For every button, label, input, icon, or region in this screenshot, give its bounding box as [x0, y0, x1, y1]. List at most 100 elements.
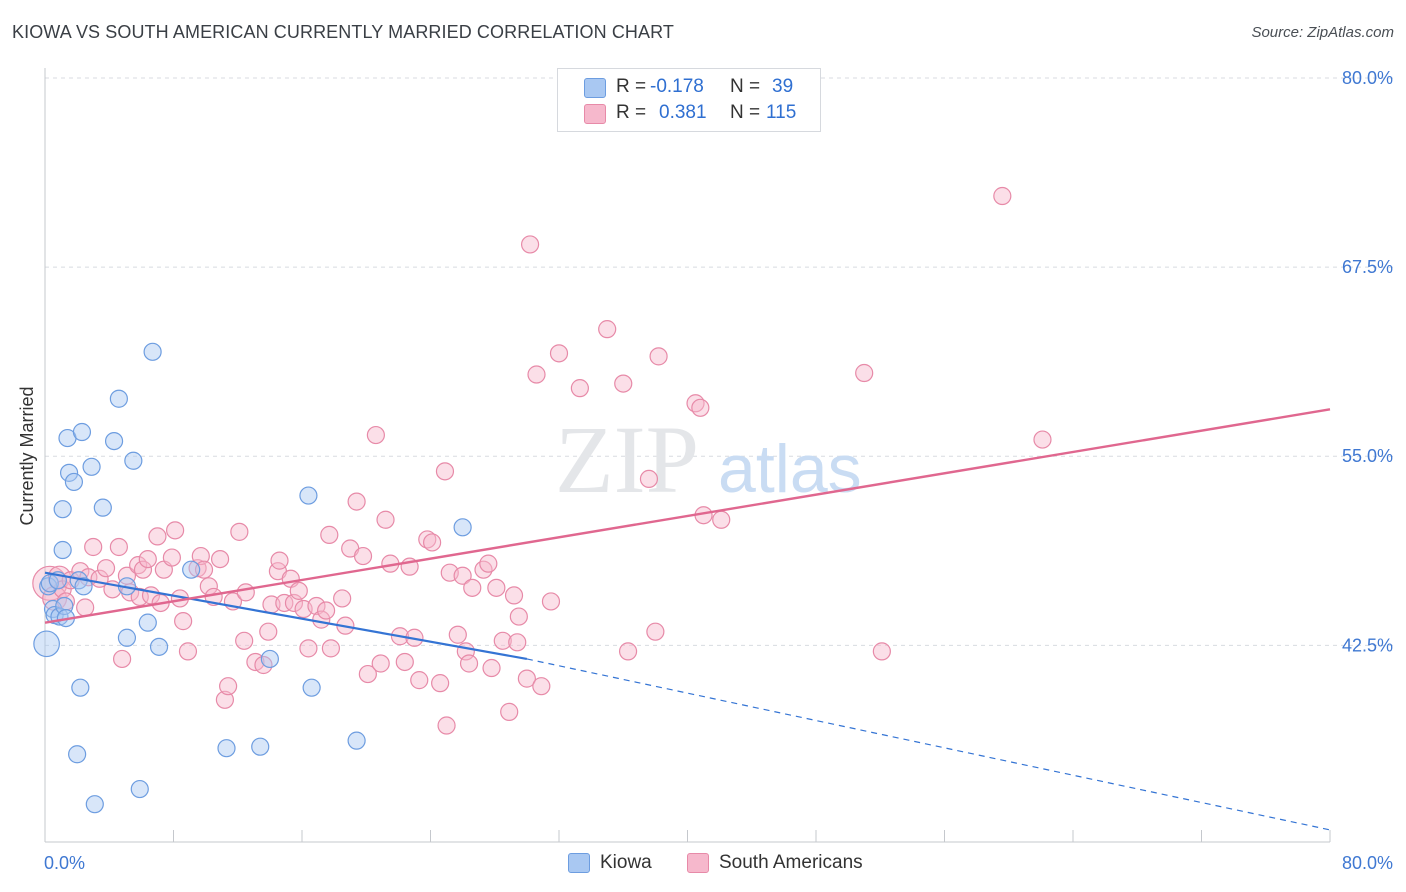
- south-americans-point-44: [259, 622, 278, 641]
- kiowa-point-20: [93, 498, 112, 517]
- south-americans-point-19: [133, 560, 153, 579]
- south-americans-point-76: [431, 674, 450, 693]
- south-americans-point-62: [347, 492, 366, 511]
- south-americans-point-113: [993, 186, 1012, 206]
- kiowa-point-28: [143, 342, 162, 361]
- south-americans-point-88: [487, 578, 506, 597]
- grid-lines: [45, 77, 1395, 646]
- south-americans-point-93: [509, 607, 528, 626]
- south-americans-point-63: [353, 546, 373, 566]
- watermark-zip: ZIP: [555, 406, 699, 513]
- south-r-value: 0.381: [659, 102, 707, 123]
- kiowa-point-37: [453, 518, 472, 537]
- south-swatch: [584, 104, 606, 124]
- south-americans-point-39: [230, 522, 249, 541]
- south-americans-point-91: [504, 586, 524, 605]
- kiowa-point-17: [74, 577, 93, 596]
- kiowa-point-13: [64, 472, 84, 492]
- south-americans-point-51: [289, 581, 308, 600]
- south-americans-point-97: [541, 592, 561, 611]
- kiowa-point-21: [104, 431, 124, 451]
- kiowa-point-35: [302, 678, 321, 697]
- south-americans-point-81: [453, 566, 472, 585]
- south-americans-point-90: [500, 702, 519, 721]
- kiowa-point-32: [251, 737, 270, 756]
- kiowa-point-24: [117, 628, 137, 647]
- south-americans-point-26: [166, 521, 185, 540]
- south-americans-point-83: [459, 654, 479, 673]
- south-americans-point-100: [598, 320, 617, 339]
- south-americans-point-67: [376, 510, 395, 529]
- south-americans-point-48: [275, 593, 294, 613]
- kiowa-point-15: [71, 678, 90, 697]
- south-americans-points: [32, 186, 1052, 735]
- kiowa-point-1: [39, 577, 58, 596]
- correlation-legend: R = -0.178 N = 39 R = 0.381 N = 115: [557, 68, 821, 132]
- south-americans-point-74: [418, 530, 437, 549]
- kiowa-n-label: N =: [730, 76, 761, 97]
- x-tick-label-min: 0.0%: [44, 853, 85, 873]
- kiowa-point-30: [182, 560, 201, 579]
- kiowa-point-0: [33, 630, 60, 658]
- kiowa-point-27: [138, 613, 157, 632]
- south-americans-point-85: [474, 560, 493, 579]
- south-legend-label: South Americans: [719, 852, 863, 873]
- south-n-label: N =: [730, 102, 761, 123]
- south-n-value: 115: [766, 102, 797, 123]
- kiowa-swatch: [584, 78, 606, 98]
- kiowa-points: [33, 342, 472, 814]
- south-americans-point-87: [482, 658, 501, 678]
- south-americans-trend-line: [44, 408, 1331, 624]
- south-americans-point-104: [646, 622, 665, 641]
- south-americans-point-41: [236, 583, 255, 602]
- south-americans-point-56: [316, 601, 336, 620]
- south-americans-point-84: [463, 578, 482, 597]
- south-americans-point-109: [712, 510, 731, 529]
- kiowa-point-22: [109, 389, 128, 408]
- south-americans-point-98: [549, 344, 569, 363]
- trend-lines: [44, 408, 1331, 831]
- south-americans-point-11: [96, 559, 116, 578]
- south-americans-point-114: [1033, 430, 1052, 449]
- south-americans-point-59: [333, 589, 352, 608]
- south-americans-point-54: [307, 596, 326, 616]
- south-americans-point-36: [215, 690, 234, 709]
- chart-title: KIOWA VS SOUTH AMERICAN CURRENTLY MARRIE…: [12, 22, 674, 42]
- south-americans-point-40: [235, 631, 254, 650]
- south-americans-point-47: [270, 551, 289, 570]
- south-americans-point-28: [174, 612, 193, 631]
- south-americans-point-110: [520, 235, 540, 254]
- kiowa-point-33: [260, 649, 279, 669]
- south-americans-point-58: [321, 639, 341, 658]
- kiowa-point-12: [53, 500, 72, 519]
- kiowa-legend-swatch: [568, 853, 590, 873]
- y-tick-label-2: 67.5%: [1342, 257, 1393, 277]
- kiowa-point-18: [82, 457, 101, 476]
- south-americans-point-94: [517, 669, 536, 688]
- south-legend-swatch: [687, 853, 709, 873]
- south-americans-point-92: [508, 633, 527, 652]
- y-tick-label-3: 80.0%: [1342, 68, 1393, 88]
- kiowa-point-16: [72, 422, 92, 442]
- south-americans-point-105: [649, 347, 668, 366]
- kiowa-point-34: [299, 486, 318, 505]
- south-americans-point-64: [358, 664, 377, 684]
- south-americans-point-37: [219, 677, 238, 696]
- south-americans-point-57: [320, 525, 339, 544]
- south-americans-point-22: [148, 527, 167, 546]
- south-americans-point-31: [191, 546, 210, 566]
- kiowa-point-36: [347, 731, 366, 750]
- kiowa-r-label: R =: [616, 76, 647, 97]
- kiowa-point-31: [217, 739, 236, 758]
- watermark: ZIP atlas: [555, 406, 862, 513]
- south-americans-point-29: [178, 642, 198, 661]
- watermark-atlas: atlas: [718, 431, 862, 507]
- kiowa-n-value: 39: [772, 76, 794, 97]
- south-americans-point-50: [284, 593, 304, 613]
- kiowa-point-3: [43, 599, 63, 619]
- kiowa-point-11: [59, 463, 79, 482]
- y-tick-label-0: 42.5%: [1342, 635, 1393, 655]
- kiowa-point-25: [124, 451, 143, 470]
- south-r-label: R =: [616, 102, 647, 123]
